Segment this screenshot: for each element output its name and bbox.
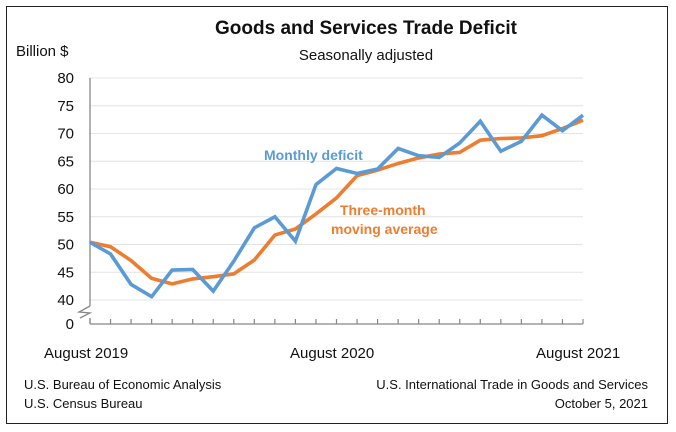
y-tick-label-80: 80 xyxy=(57,70,74,87)
footer-source-1: U.S. Bureau of Economic Analysis xyxy=(24,377,222,392)
footer-source-2: U.S. Census Bureau xyxy=(24,396,143,411)
y-tick-label-60: 60 xyxy=(57,181,74,198)
x-tick-label-2: August 2021 xyxy=(536,345,621,362)
y-tick-label-70: 70 xyxy=(57,126,74,143)
y-tick-label-45: 45 xyxy=(57,264,74,281)
y-tick-label-75: 75 xyxy=(57,98,74,115)
y-tick-label-40: 40 xyxy=(57,292,74,309)
series-label-monthly: Monthly deficit xyxy=(264,147,363,163)
x-tick-label-1: August 2020 xyxy=(290,345,375,362)
x-tick-label-0: August 2019 xyxy=(44,345,129,362)
series-label-average-1: Three-month xyxy=(340,202,426,218)
chart-frame xyxy=(6,6,668,424)
chart-title: Goods and Services Trade Deficit xyxy=(215,18,517,39)
y-axis-label: Billion $ xyxy=(16,43,69,60)
footer-release-title: U.S. International Trade in Goods and Se… xyxy=(376,377,648,392)
series-line-monthly-deficit xyxy=(89,112,585,300)
series-label-average-2: moving average xyxy=(331,221,438,237)
y-tick-label-0: 0 xyxy=(66,316,74,333)
series-line-moving-average xyxy=(89,118,584,286)
y-tick-label-55: 55 xyxy=(57,209,74,226)
axis-break-icon xyxy=(76,305,93,319)
y-tick-label-50: 50 xyxy=(57,237,74,254)
footer-release-date: October 5, 2021 xyxy=(554,396,648,411)
chart-subtitle: Seasonally adjusted xyxy=(298,47,434,64)
y-tick-label-65: 65 xyxy=(57,153,74,170)
